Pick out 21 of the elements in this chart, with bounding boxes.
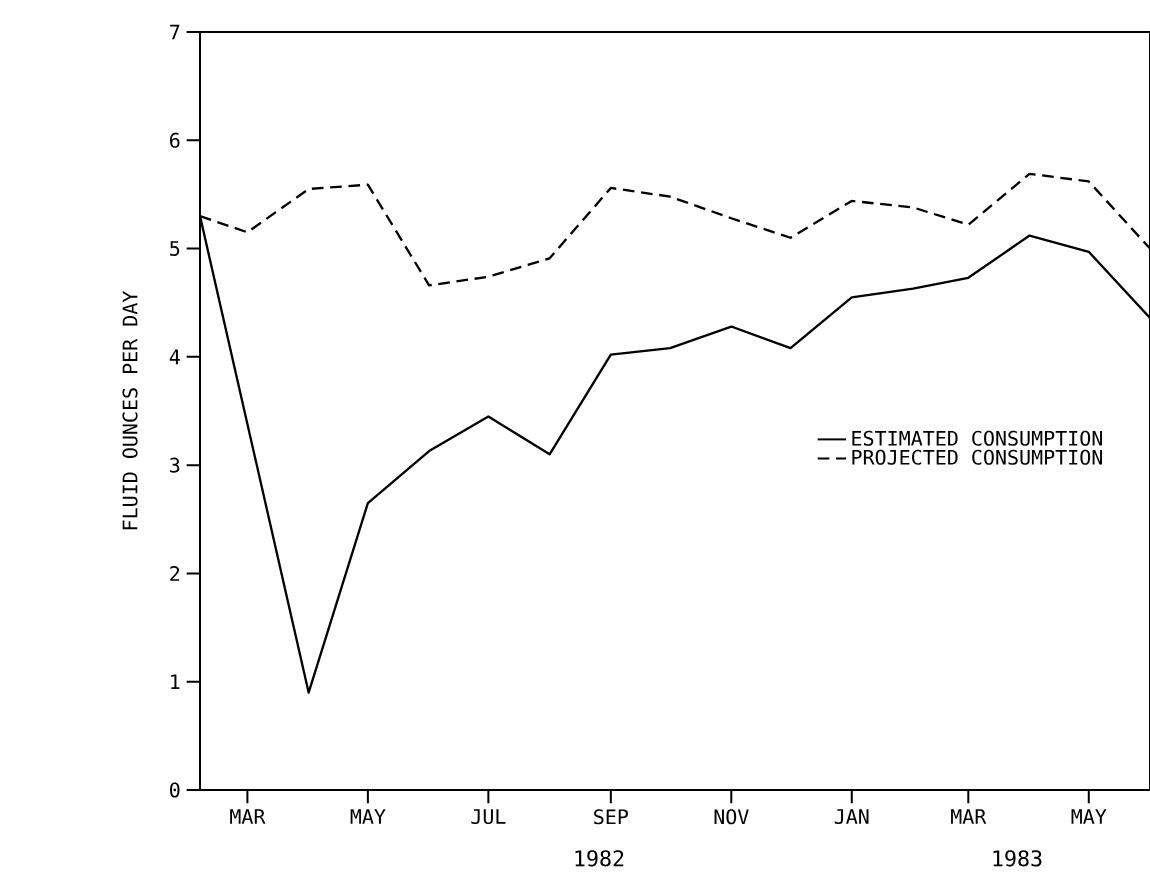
- x-tick-label: MAR: [951, 809, 987, 824]
- x-tick-label: JUL: [471, 809, 506, 825]
- y-tick-label: 1: [171, 674, 180, 689]
- x-tick-label: NOV: [714, 809, 749, 825]
- y-tick-label: 0: [170, 782, 180, 798]
- y-tick-label: 3: [170, 457, 180, 473]
- legend-label: PROJECTED CONSUMPTION: [852, 449, 1102, 465]
- y-tick-label: 5: [170, 241, 180, 256]
- x-tick-label: MAR: [230, 809, 266, 824]
- y-tick-label: 7: [170, 24, 180, 40]
- x-tick-label: MAY: [1071, 809, 1107, 824]
- y-tick-label: 6: [170, 132, 180, 148]
- text: 1982: [575, 850, 624, 867]
- x-tick-label: MAY: [350, 809, 386, 824]
- x-tick-label: JAN: [834, 809, 869, 825]
- x-tick-label: SEP: [594, 809, 628, 825]
- text: 1983: [993, 850, 1042, 867]
- legend-label: ESTIMATED CONSUMPTION: [852, 430, 1102, 446]
- y-tick-label: 2: [170, 565, 180, 581]
- y-axis-title: FLUID OUNCES PER DAY: [122, 290, 138, 530]
- y-tick-label: 4: [169, 349, 180, 365]
